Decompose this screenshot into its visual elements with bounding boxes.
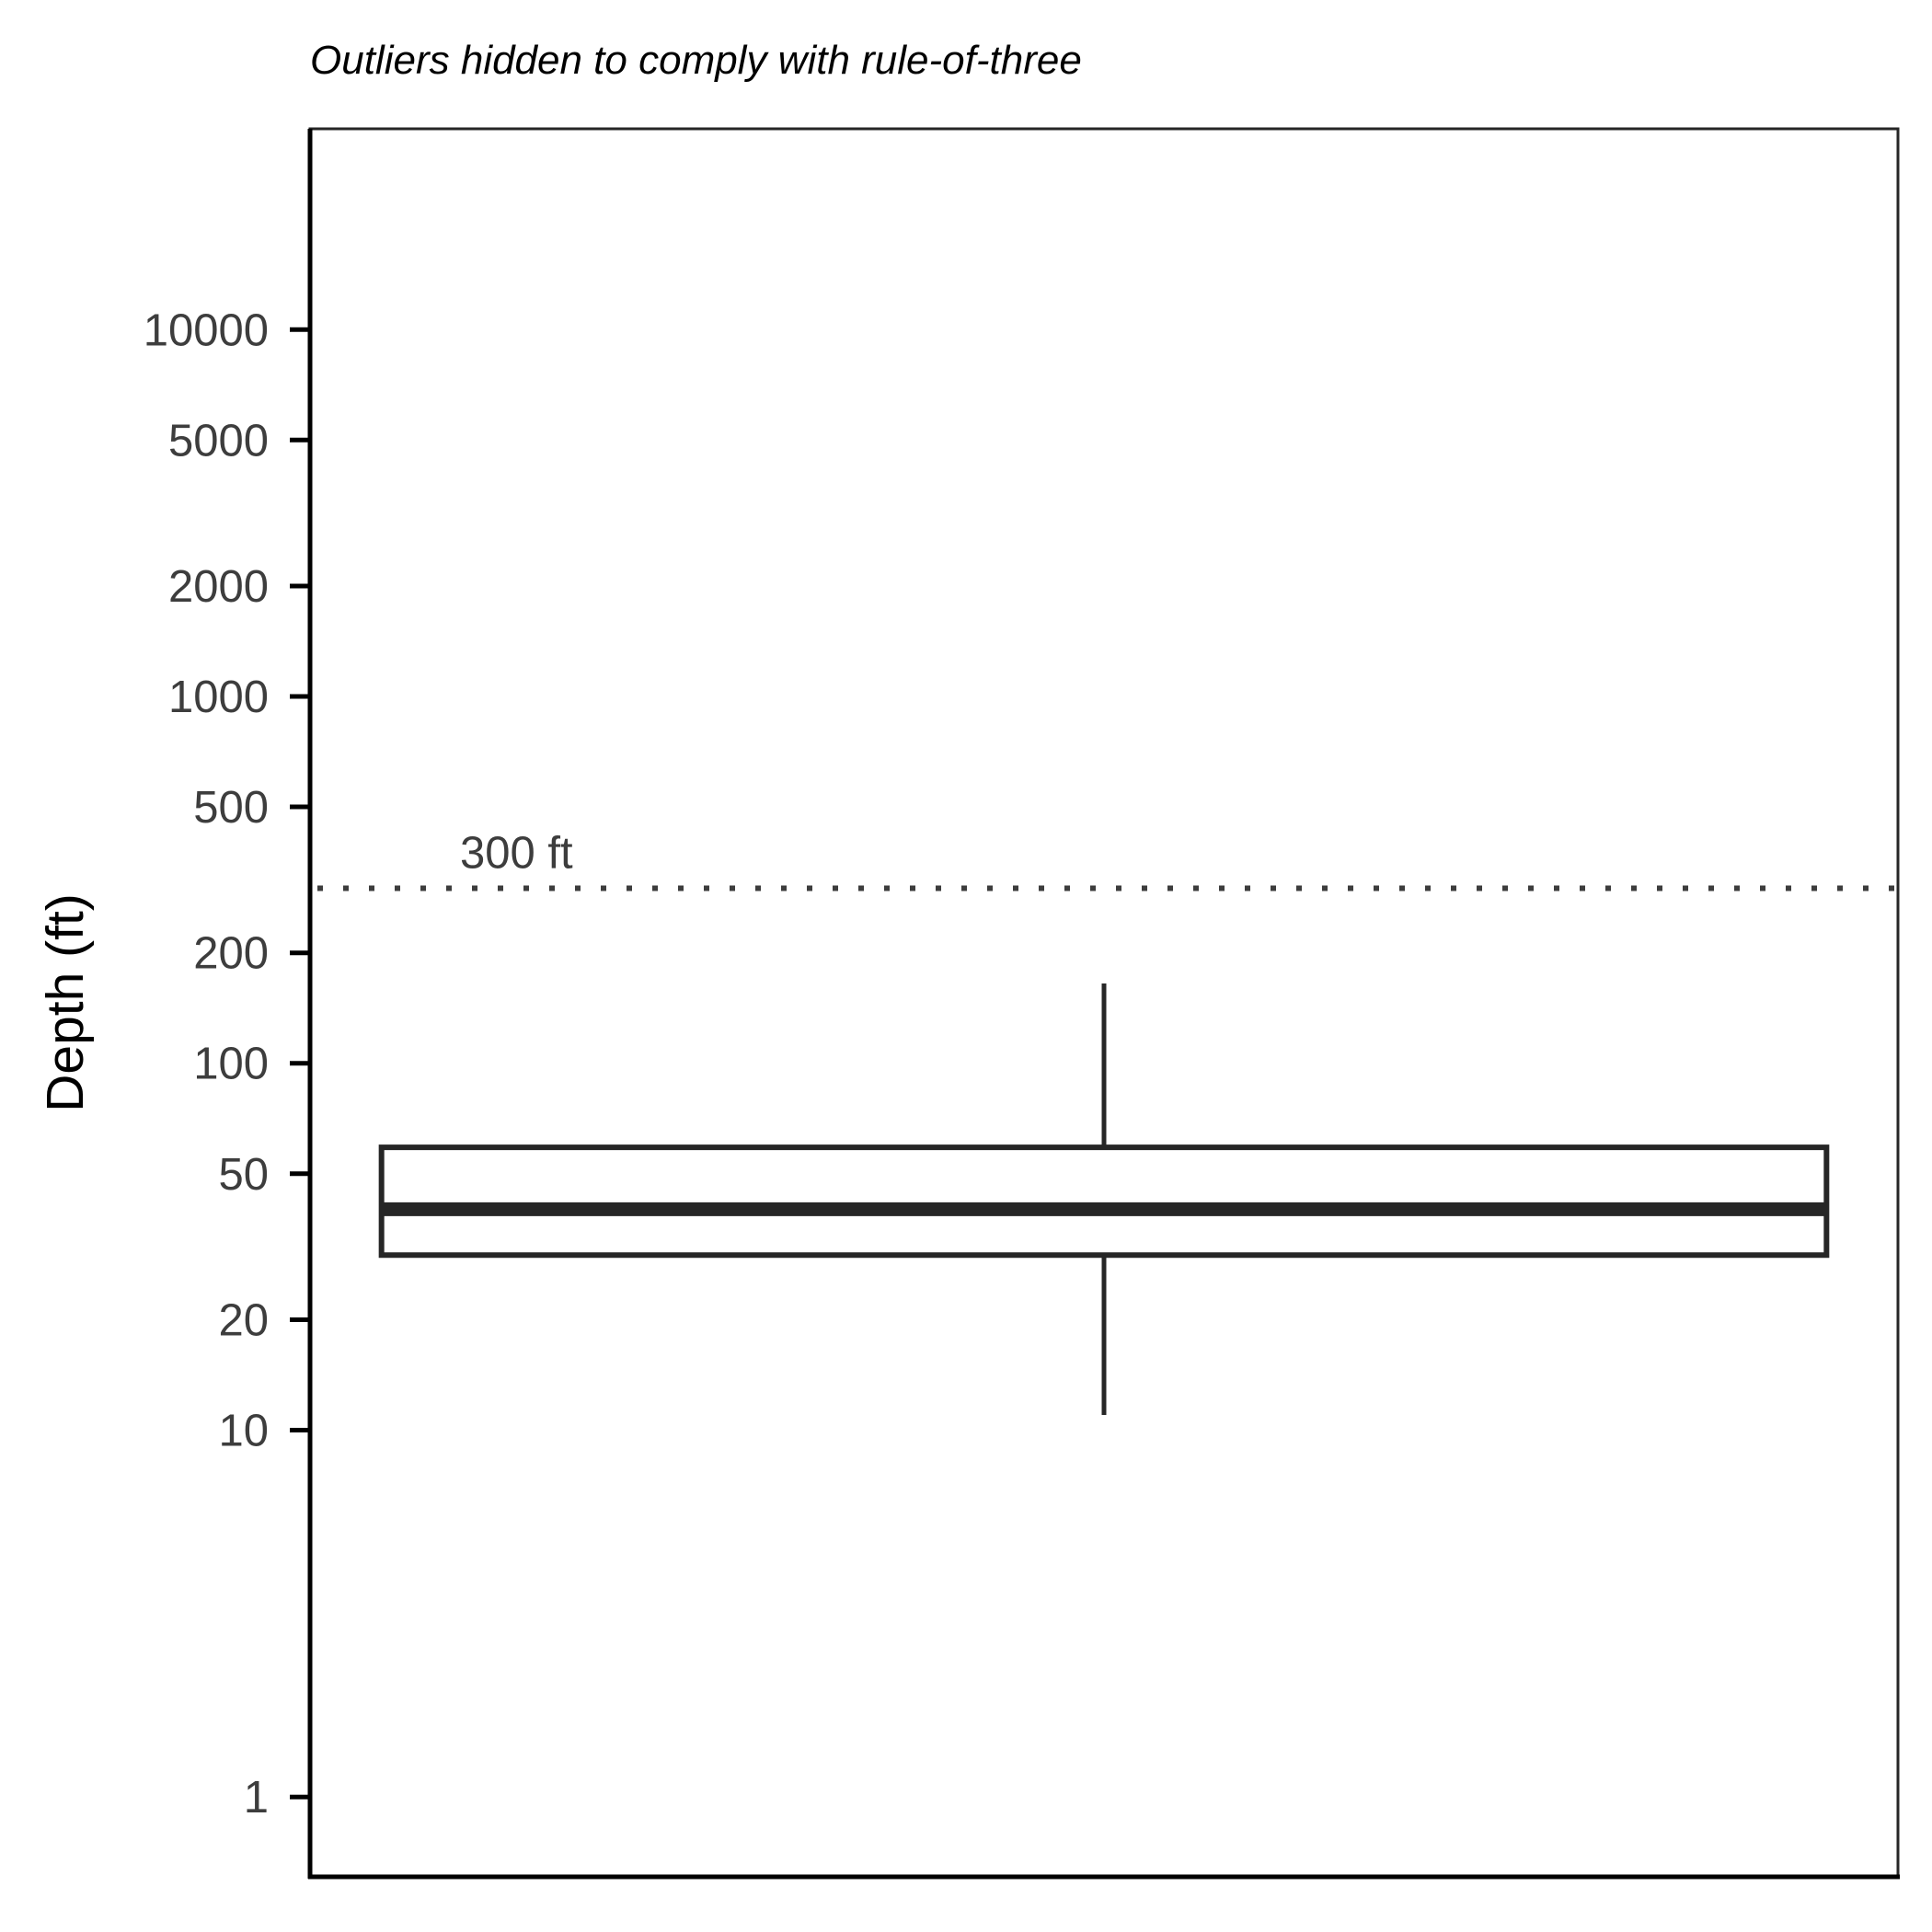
chart-subtitle: Outliers hidden to comply with rule-of-t… — [310, 38, 1082, 83]
y-tick-label: 1 — [244, 1773, 269, 1823]
y-tick-label: 10000 — [144, 305, 269, 355]
box-iqr — [378, 1144, 1830, 1259]
y-tick-label: 5000 — [168, 416, 269, 466]
y-tick-label: 500 — [193, 783, 269, 833]
reference-line-label: 300 ft — [460, 828, 573, 878]
box-group — [378, 983, 1830, 1415]
reference-line-group: 300 ft — [317, 828, 1898, 891]
y-tick-label: 1000 — [168, 673, 269, 722]
y-tick-label: 20 — [218, 1295, 269, 1345]
y-axis-ticks: 1 10 20 50 100 200 500 1000 2000 5000 10000 — [144, 305, 310, 1823]
y-axis-title: Depth (ft) — [36, 893, 95, 1112]
y-tick-label: 200 — [193, 929, 269, 979]
y-tick-label: 2000 — [168, 562, 269, 612]
y-tick-label: 50 — [218, 1150, 269, 1200]
y-tick-label: 100 — [193, 1040, 269, 1089]
y-tick-label: 10 — [218, 1406, 269, 1455]
